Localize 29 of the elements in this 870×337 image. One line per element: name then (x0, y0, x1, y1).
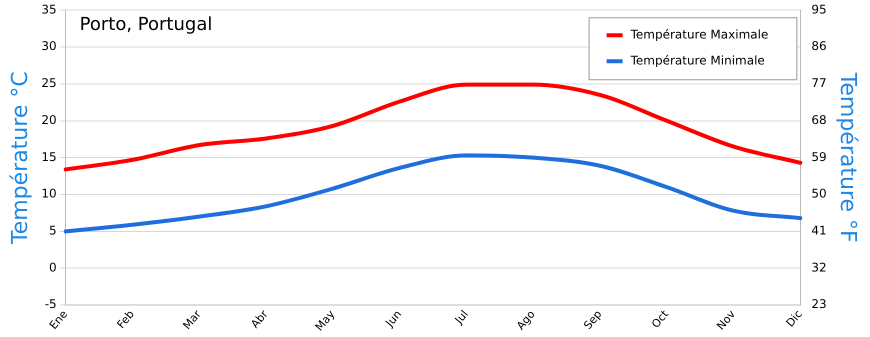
y-tick-label: 15 (41, 150, 57, 164)
y-tick-label: 0 (49, 260, 57, 274)
y2-tick-label: 32 (811, 260, 827, 274)
y2-tick-label: 50 (811, 186, 827, 201)
y2-tick-label: 86 (811, 39, 827, 54)
x-tick-label: Abr (248, 307, 271, 331)
y-tick-label: 5 (49, 223, 57, 238)
legend-label: Température Maximale (630, 27, 768, 42)
y2-tick-label: 77 (811, 76, 827, 90)
y2-axis-title: Température °F (835, 72, 860, 243)
y-tick-label: 35 (41, 2, 57, 16)
x-tick-label: Oct (649, 307, 672, 331)
x-tick-label: Jun (382, 308, 404, 330)
x-tick-label: Dic (784, 308, 805, 330)
legend-label: Température Minimale (630, 53, 765, 68)
x-tick-label: Jul (452, 308, 471, 328)
x-tick-label: Feb (114, 308, 137, 332)
y2-tick-label: 68 (811, 112, 827, 127)
y-tick-label: 10 (41, 186, 57, 201)
y2-tick-label: 23 (811, 297, 827, 312)
y-tick-label: 20 (41, 112, 57, 127)
y-tick-label: 25 (41, 76, 57, 90)
x-tick-label: Sep (581, 308, 604, 332)
y2-tick-label: 41 (811, 223, 827, 238)
y-axis-title: Température °C (8, 71, 33, 246)
y-tick-label: 30 (41, 39, 57, 54)
y2-tick-label: 95 (811, 2, 827, 16)
chart-title: Porto, Portugal (80, 14, 212, 35)
y2-tick-label: 59 (811, 150, 827, 164)
